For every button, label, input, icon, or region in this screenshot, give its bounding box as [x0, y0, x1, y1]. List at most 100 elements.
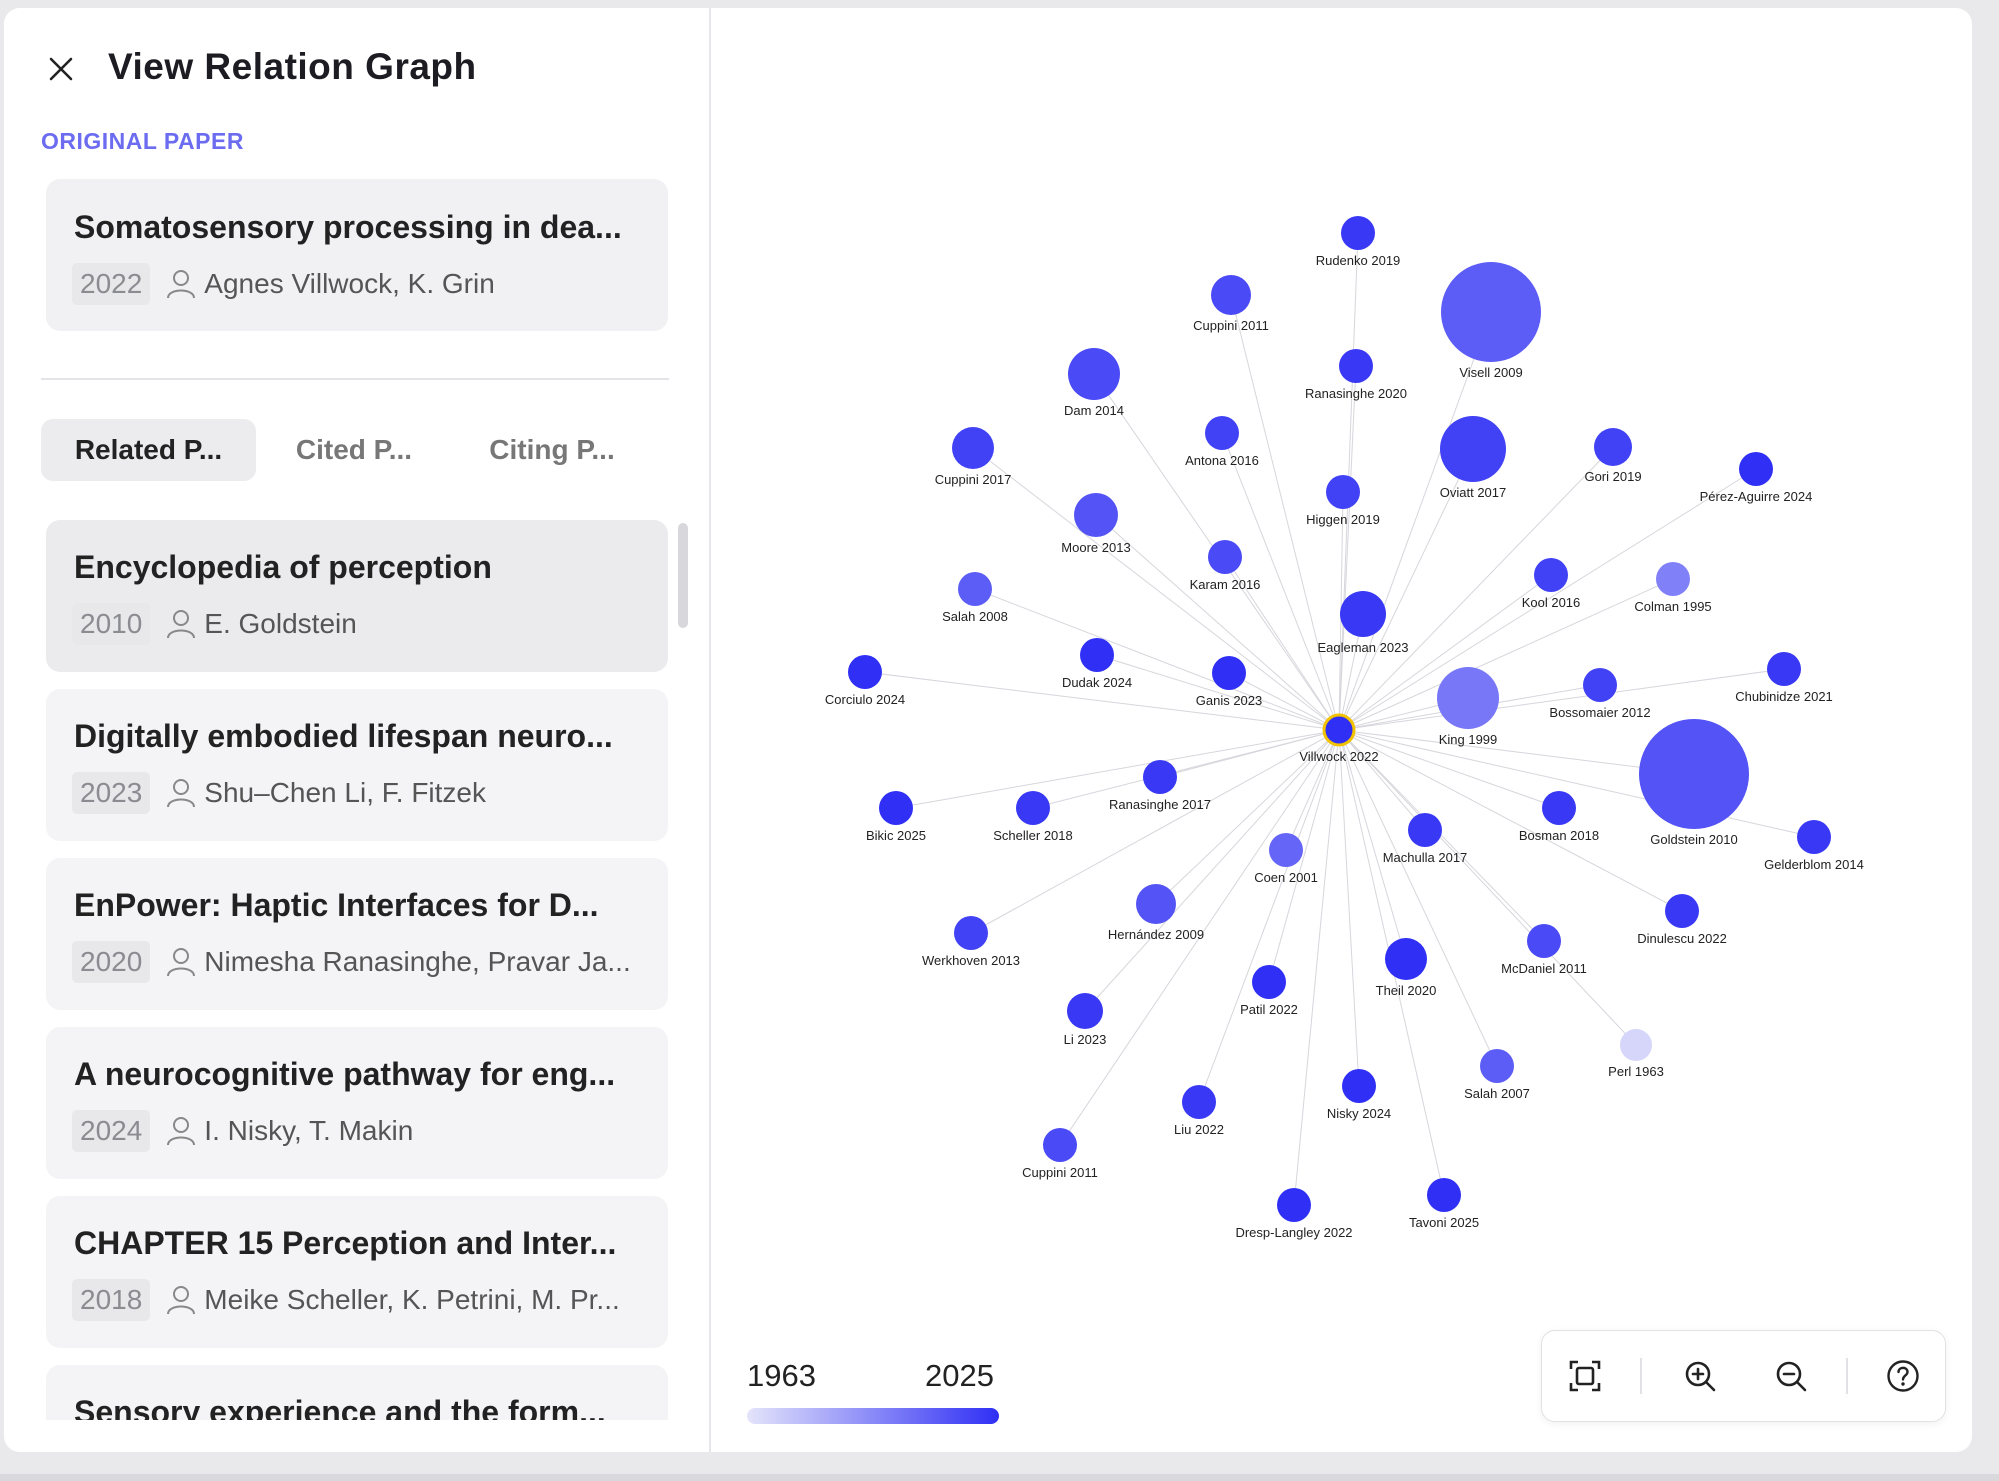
graph-node-label: Salah 2008 [942, 609, 1008, 624]
zoom-in-button[interactable] [1681, 1357, 1719, 1395]
graph-panel[interactable]: Rudenko 2019 Cuppini 2011 Visell 2009 Ranas… [711, 8, 1972, 1452]
graph-node[interactable] [1480, 1049, 1514, 1083]
graph-node[interactable] [1080, 638, 1114, 672]
graph-edge [1084, 729, 1340, 1012]
graph-edge [1338, 446, 1614, 731]
graph-node[interactable] [1339, 349, 1373, 383]
graph-edge [895, 729, 1340, 809]
tab-cited-papers[interactable]: Cited P... [295, 434, 413, 465]
graph-edge [1096, 654, 1340, 731]
graph-node[interactable] [1620, 1029, 1652, 1061]
list-item[interactable]: Sensory experience and the form... [46, 1365, 668, 1420]
paper-authors: Meike Scheller, K. Petrini, M. Pr... [204, 1284, 620, 1315]
graph-node[interactable] [1269, 833, 1303, 867]
toolbar-separator [1640, 1358, 1642, 1394]
graph-node-label: Gelderblom 2014 [1764, 857, 1864, 872]
graph-node[interactable] [1074, 493, 1118, 537]
graph-node[interactable] [1639, 719, 1749, 829]
graph-edge [1224, 556, 1340, 731]
graph-node-label: Pérez-Aguirre 2024 [1700, 489, 1813, 504]
graph-node-label: Bossomaier 2012 [1549, 705, 1650, 720]
graph-node-label: Scheller 2018 [993, 828, 1073, 843]
graph-node[interactable] [1341, 216, 1375, 250]
tab-citing-papers[interactable]: Citing P... [489, 434, 615, 465]
graph-node[interactable] [1583, 668, 1617, 702]
graph-node[interactable] [1016, 791, 1050, 825]
graph-node-label: Cuppini 2011 [1022, 1165, 1098, 1180]
paper-title: Somatosensory processing in dea... [74, 209, 622, 245]
graph-node[interactable] [1182, 1085, 1216, 1119]
graph-center-node[interactable] [1322, 713, 1356, 747]
graph-node-label: Coen 2001 [1254, 870, 1318, 885]
paper-year: 2018 [72, 1279, 151, 1321]
list-item[interactable]: CHAPTER 15 Perception and Inter... 2018 … [46, 1196, 668, 1348]
graph-node[interactable] [1326, 475, 1360, 509]
list-item[interactable]: EnPower: Haptic Interfaces for D... 2020… [46, 858, 668, 1010]
graph-node[interactable] [1534, 558, 1568, 592]
graph-node[interactable] [952, 427, 994, 469]
graph-node[interactable] [1656, 562, 1690, 596]
graph-node[interactable] [1205, 416, 1239, 450]
graph-edge [1338, 729, 1360, 1087]
graph-node[interactable] [1043, 1128, 1077, 1162]
graph-edge [974, 588, 1340, 731]
graph-edge [1338, 729, 1695, 775]
graph-node[interactable] [1067, 993, 1103, 1029]
graph-node[interactable] [1408, 813, 1442, 847]
graph-node[interactable] [1143, 760, 1177, 794]
list-scrollbar[interactable] [678, 523, 688, 628]
paper-list[interactable]: Encyclopedia of perception 2010 E. Golds… [46, 520, 676, 1420]
legend-max-year: 2025 [925, 1358, 994, 1393]
graph-node[interactable] [1542, 791, 1576, 825]
graph-node-label: Cuppini 2017 [935, 472, 1012, 487]
fit-view-button[interactable] [1566, 1357, 1604, 1395]
graph-node[interactable] [954, 916, 988, 950]
graph-node[interactable] [1427, 1178, 1461, 1212]
close-button[interactable] [46, 54, 76, 84]
graph-node[interactable] [1594, 428, 1632, 466]
graph-node[interactable] [1340, 591, 1386, 637]
graph-node-label: Dudak 2024 [1062, 675, 1132, 690]
relation-graph[interactable]: Rudenko 2019 Cuppini 2011 Visell 2009 Ranas… [711, 8, 1972, 1452]
graph-edge [1338, 311, 1492, 731]
graph-node[interactable] [1440, 416, 1506, 482]
graph-node[interactable] [879, 791, 913, 825]
graph-node[interactable] [1211, 275, 1251, 315]
help-button[interactable] [1884, 1357, 1922, 1395]
graph-node-label: Bosman 2018 [1519, 828, 1599, 843]
graph-edge [1338, 365, 1357, 731]
original-paper-card[interactable]: Somatosensory processing in dea... 2022 … [46, 179, 668, 331]
graph-node[interactable] [1665, 894, 1699, 928]
graph-node[interactable] [1739, 452, 1773, 486]
graph-node[interactable] [1277, 1188, 1311, 1222]
person-icon [167, 270, 196, 299]
graph-edge [1338, 729, 1560, 809]
graph-node[interactable] [1441, 262, 1541, 362]
graph-node[interactable] [1527, 924, 1561, 958]
divider [41, 378, 669, 380]
graph-node[interactable] [1212, 656, 1246, 690]
year-legend: 1963 2025 [747, 1358, 1007, 1428]
paper-title: A neurocognitive pathway for eng... [74, 1056, 616, 1092]
graph-node[interactable] [848, 655, 882, 689]
graph-node[interactable] [1252, 965, 1286, 999]
graph-node-label: Patil 2022 [1240, 1002, 1298, 1017]
list-item[interactable]: Digitally embodied lifespan neuro... 202… [46, 689, 668, 841]
graph-node[interactable] [1385, 938, 1427, 980]
graph-node-label: Ranasinghe 2020 [1305, 386, 1407, 401]
graph-node[interactable] [1208, 540, 1242, 574]
graph-node-label: Liu 2022 [1174, 1122, 1224, 1137]
graph-node[interactable] [1767, 652, 1801, 686]
graph-node[interactable] [1136, 884, 1176, 924]
graph-node[interactable] [1068, 348, 1120, 400]
list-item[interactable]: A neurocognitive pathway for eng... 2024… [46, 1027, 668, 1179]
tab-related-papers[interactable]: Related P... [41, 419, 256, 481]
graph-node-label: Rudenko 2019 [1316, 253, 1401, 268]
graph-node[interactable] [1342, 1069, 1376, 1103]
zoom-out-button[interactable] [1772, 1357, 1810, 1395]
list-item[interactable]: Encyclopedia of perception 2010 E. Golds… [46, 520, 668, 672]
graph-node[interactable] [1437, 667, 1499, 729]
graph-node[interactable] [1797, 820, 1831, 854]
graph-node[interactable] [958, 572, 992, 606]
graph-node-label: Colman 1995 [1634, 599, 1711, 614]
